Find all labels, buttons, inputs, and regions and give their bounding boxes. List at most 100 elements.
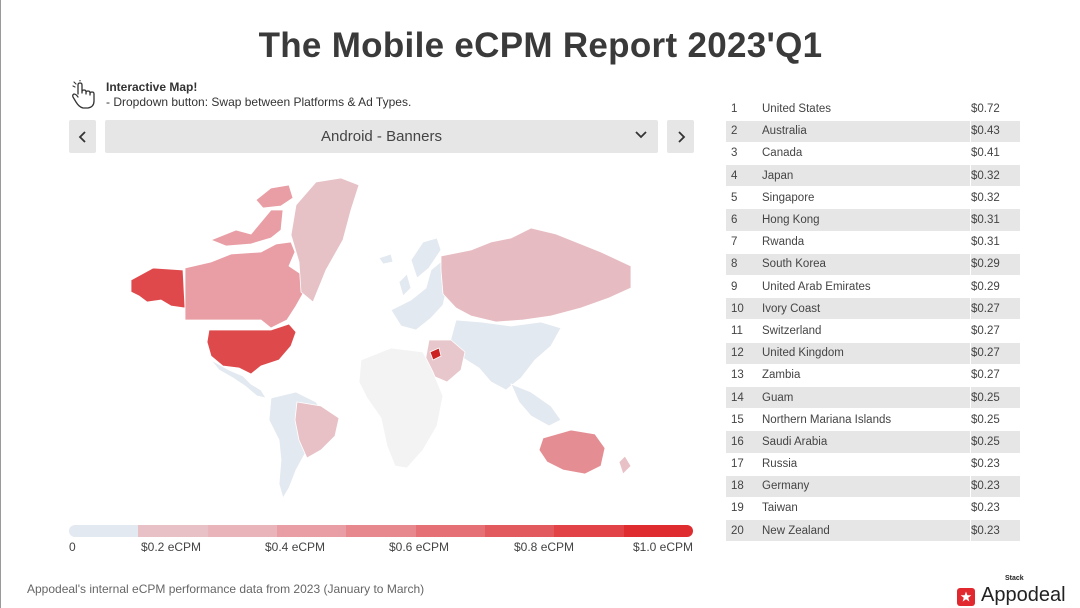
interactive-hint: Interactive Map! - Dropdown button: Swap… — [69, 80, 411, 110]
table-row: 6 Hong Kong $0.31 — [726, 208, 1020, 232]
rank-cell: 20 — [726, 519, 762, 543]
column-separator — [970, 430, 971, 454]
table-row: 15 Northern Mariana Islands $0.25 — [726, 408, 1020, 432]
previous-button[interactable] — [69, 120, 96, 153]
value-cell: $0.23 — [971, 519, 1020, 543]
legend-segment — [415, 525, 485, 537]
value-cell: $0.29 — [971, 253, 1020, 277]
region-australia[interactable] — [538, 429, 606, 475]
brand-logo: Stack Appodeal — [957, 575, 1066, 607]
value-cell: $0.32 — [971, 164, 1020, 188]
table-row: 2 Australia $0.43 — [726, 120, 1020, 143]
table-row: 18 Germany $0.23 — [726, 475, 1020, 498]
region-canada[interactable] — [184, 241, 306, 329]
table-row: 7 Rwanda $0.31 — [726, 231, 1020, 254]
value-cell: $0.43 — [971, 120, 1020, 143]
next-button[interactable] — [667, 120, 694, 153]
region-usa[interactable] — [206, 323, 297, 375]
rank-cell: 9 — [726, 275, 762, 299]
table-row: 11 Switzerland $0.27 — [726, 319, 1020, 343]
rank-cell: 1 — [726, 98, 762, 121]
ecpm-ranking-table: 1 United States $0.72 2 Australia $0.43 3 Canad… — [726, 98, 1020, 543]
region-highlight[interactable] — [429, 347, 442, 361]
country-cell: United States — [762, 98, 970, 121]
data-source-note: Appodeal's internal eCPM performance dat… — [27, 582, 425, 596]
world-choropleth-map[interactable] — [111, 170, 651, 510]
column-separator — [970, 186, 971, 210]
table-row: 19 Taiwan $0.23 — [726, 497, 1020, 521]
hint-title: Interactive Map! — [106, 80, 198, 94]
country-cell: Russia — [762, 453, 970, 476]
country-cell: Germany — [762, 475, 970, 498]
chevron-down-icon — [635, 131, 647, 139]
table-row: 5 Singapore $0.32 — [726, 186, 1020, 210]
column-separator — [970, 408, 971, 432]
rank-cell: 16 — [726, 430, 762, 454]
legend-segment — [623, 525, 693, 537]
pointer-hand-icon — [72, 80, 95, 109]
rank-cell: 19 — [726, 497, 762, 521]
table-row: 20 New Zealand $0.23 — [726, 519, 1020, 543]
value-cell: $0.23 — [971, 475, 1020, 498]
column-separator — [970, 364, 971, 387]
table-row: 12 United Kingdom $0.27 — [726, 342, 1020, 365]
chevron-left-icon — [78, 130, 86, 143]
legend-label: $0.4 eCPM — [265, 540, 326, 554]
country-cell: Ivory Coast — [762, 297, 970, 321]
table-row: 4 Japan $0.32 — [726, 164, 1020, 188]
country-cell: New Zealand — [762, 519, 970, 543]
region-iceland[interactable] — [378, 253, 394, 265]
region-russia[interactable] — [440, 227, 632, 323]
platform-adtype-dropdown[interactable]: Android - Banners — [105, 120, 658, 153]
country-cell: Canada — [762, 142, 970, 166]
region-new-zealand[interactable] — [618, 455, 632, 475]
region-southeast-asia[interactable] — [510, 383, 562, 427]
region-canada-islands[interactable] — [209, 209, 284, 247]
region-uk[interactable] — [398, 273, 412, 297]
value-cell: $0.23 — [971, 497, 1020, 521]
rank-cell: 3 — [726, 142, 762, 166]
legend-segment — [554, 525, 624, 537]
rank-cell: 7 — [726, 231, 762, 254]
region-canada-north[interactable] — [255, 184, 294, 209]
region-alaska[interactable] — [130, 267, 186, 309]
column-separator — [970, 98, 971, 121]
column-separator — [970, 297, 971, 321]
region-mexico[interactable] — [210, 359, 267, 399]
region-asia[interactable] — [448, 319, 562, 391]
table-row: 13 Zambia $0.27 — [726, 364, 1020, 387]
country-cell: South Korea — [762, 253, 970, 277]
rank-cell: 17 — [726, 453, 762, 476]
dropdown-value: Android - Banners — [321, 128, 442, 145]
rank-cell: 12 — [726, 342, 762, 365]
rank-cell: 4 — [726, 164, 762, 188]
rank-cell: 10 — [726, 297, 762, 321]
country-cell: Rwanda — [762, 231, 970, 254]
brand-name: Appodeal — [981, 584, 1066, 606]
value-cell: $0.25 — [971, 430, 1020, 454]
region-greenland[interactable] — [290, 177, 360, 303]
country-cell: Northern Mariana Islands — [762, 408, 970, 432]
region-africa[interactable] — [358, 347, 444, 469]
region-brazil[interactable] — [294, 401, 340, 459]
legend-label: $0.6 eCPM — [389, 540, 450, 554]
column-separator — [970, 475, 971, 498]
legend-label: $0.8 eCPM — [514, 540, 575, 554]
color-scale-bar — [69, 525, 693, 537]
column-separator — [970, 386, 971, 410]
region-scandinavia[interactable] — [410, 237, 442, 279]
value-cell: $0.31 — [971, 208, 1020, 232]
value-cell: $0.32 — [971, 186, 1020, 210]
legend-segment — [276, 525, 347, 537]
country-cell: Australia — [762, 120, 970, 143]
country-cell: Zambia — [762, 364, 970, 387]
rank-cell: 14 — [726, 386, 762, 410]
legend-label: $1.0 eCPM — [632, 540, 693, 554]
rank-cell: 15 — [726, 408, 762, 432]
value-cell: $0.25 — [971, 408, 1020, 432]
legend-label: $0.2 eCPM — [141, 540, 202, 554]
rank-cell: 18 — [726, 475, 762, 498]
rank-cell: 13 — [726, 364, 762, 387]
country-cell: Japan — [762, 164, 970, 188]
value-cell: $0.27 — [971, 297, 1020, 321]
